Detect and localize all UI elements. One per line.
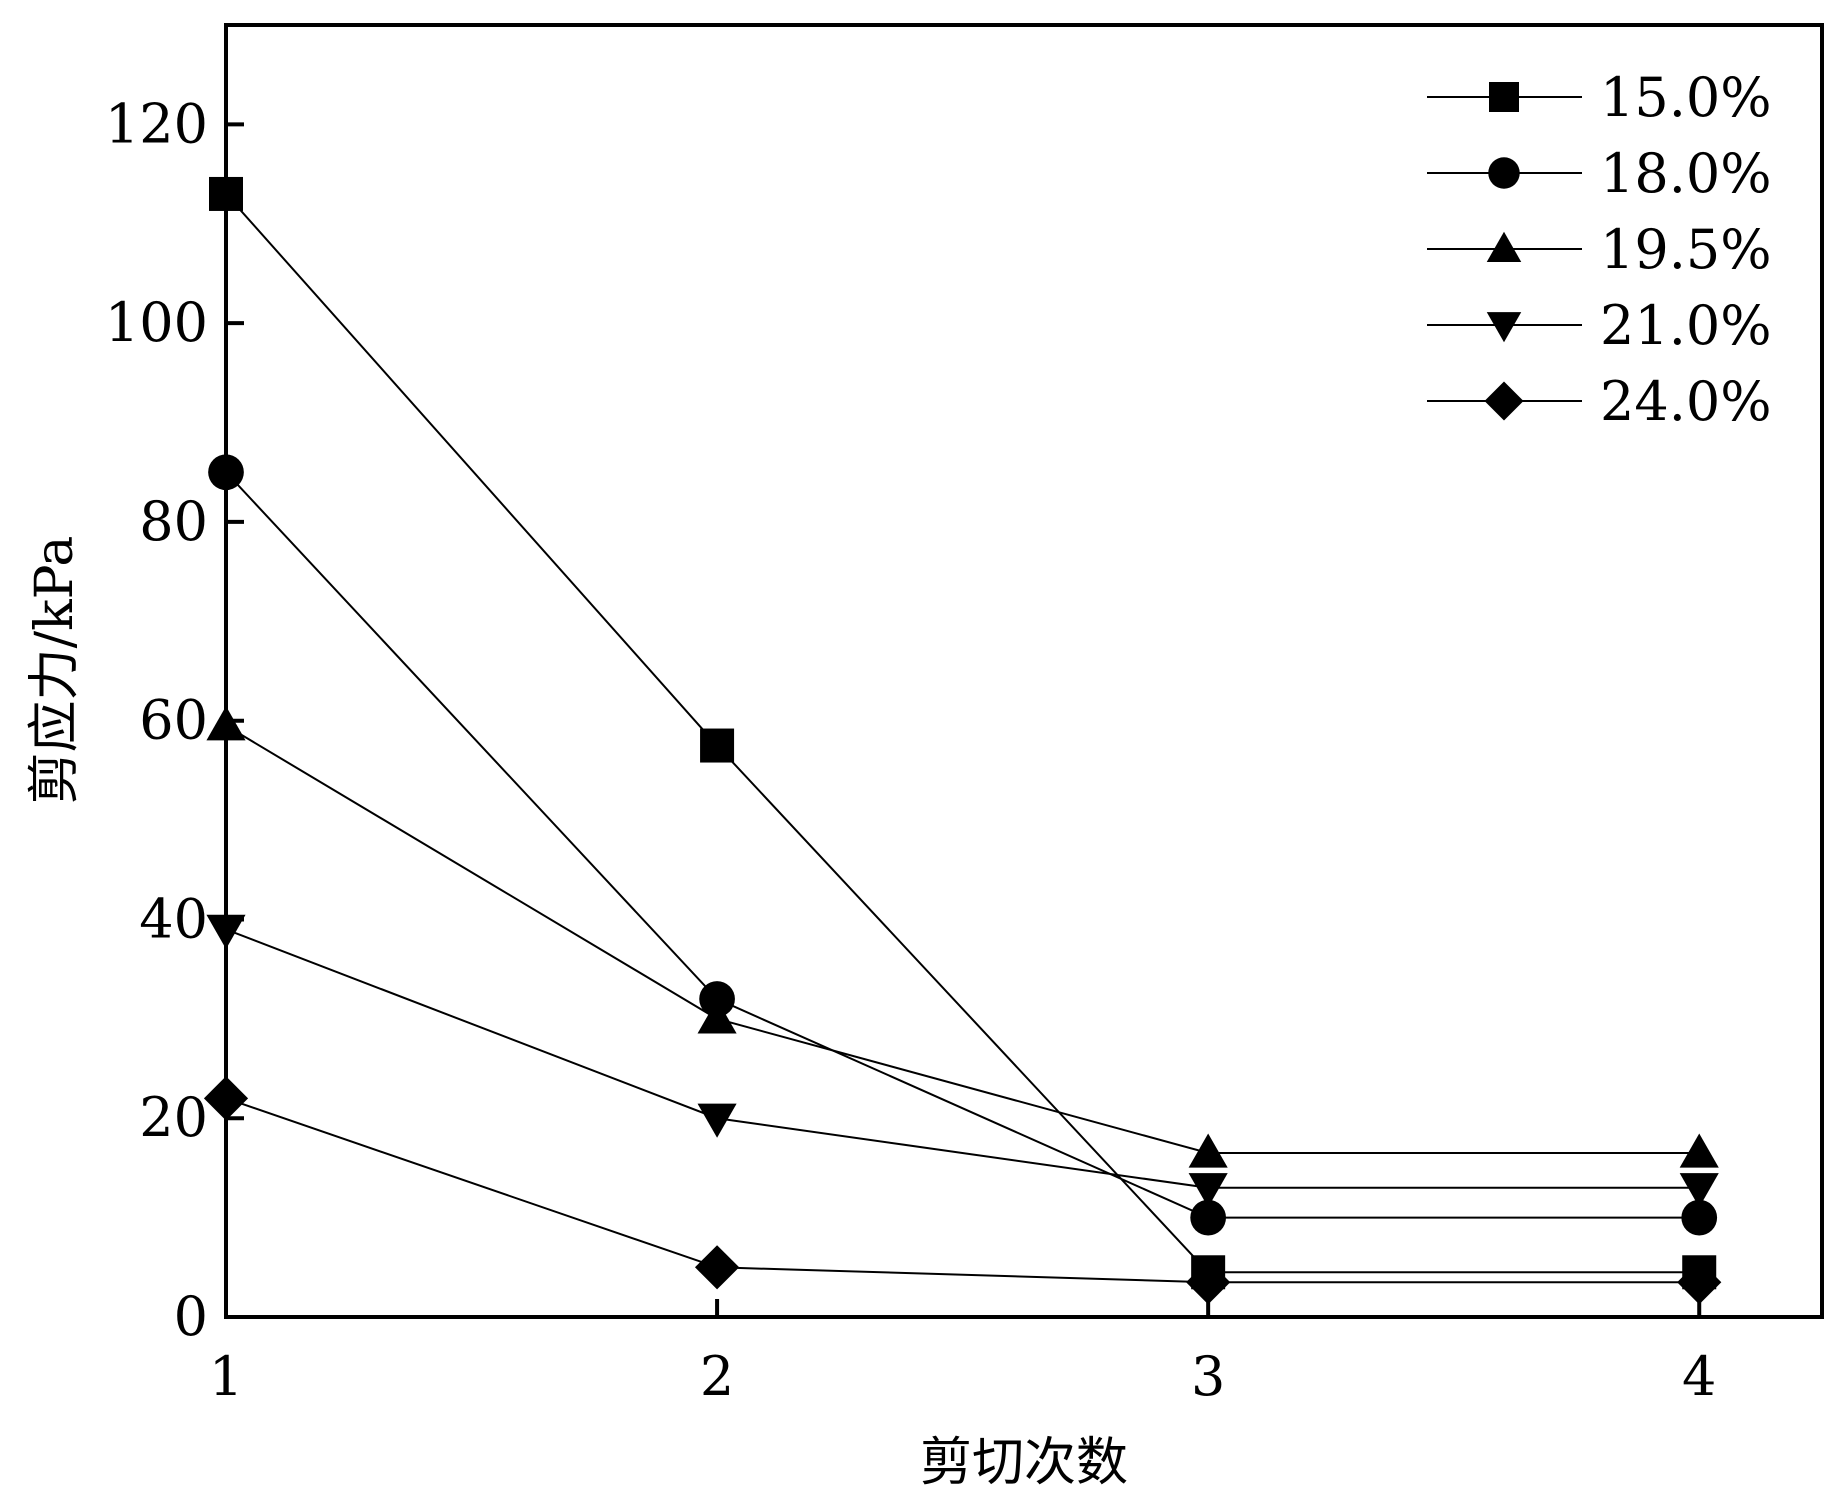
x-tick-label: 2: [700, 1345, 734, 1408]
legend-label: 15.0%: [1600, 66, 1772, 129]
y-tick-label: 120: [105, 92, 208, 155]
legend: 15.0% 18.0% 19.5% 21.0% 24.0%: [1427, 66, 1772, 433]
legend-marker-triangle-down: [1486, 312, 1522, 343]
x-tick-label: 1: [209, 1345, 243, 1408]
data-point-triangle-down: [1188, 1173, 1228, 1208]
y-tick-label: 0: [174, 1285, 208, 1348]
data-point-triangle-down: [206, 914, 246, 949]
series-line-3: [225, 724, 1700, 1155]
y-tick-label: 80: [139, 490, 208, 553]
data-point-circle: [208, 454, 244, 491]
plot-frame: [224, 23, 1824, 1319]
data-point-triangle-down: [1679, 1173, 1719, 1208]
y-tick-label: 40: [139, 887, 208, 950]
legend-marker-triangle-up: [1486, 231, 1522, 262]
legend-marker-diamond: [1484, 381, 1524, 421]
series-line-2: [225, 471, 1700, 1219]
data-point-circle: [699, 981, 735, 1017]
x-tick-label: 3: [1191, 1345, 1225, 1408]
x-axis-ticks: 1 2 3 4: [209, 1299, 1716, 1408]
legend-label: 21.0%: [1600, 294, 1772, 357]
data-point-triangle-up: [697, 999, 737, 1034]
x-axis-title: 剪切次数: [920, 1433, 1128, 1493]
y-tick-label: 20: [139, 1086, 208, 1149]
series-line-1: [225, 193, 1700, 1274]
data-point-diamond: [694, 1245, 740, 1290]
data-point-triangle-up: [206, 706, 246, 741]
legend-marker-square: [1489, 82, 1519, 112]
series-line-4: [225, 928, 1700, 1189]
x-tick-label: 4: [1682, 1345, 1716, 1408]
data-point-triangle-up: [1679, 1133, 1719, 1168]
data-point-circle: [1681, 1199, 1718, 1236]
series-lines: [225, 193, 1700, 1284]
data-point-circle: [1190, 1199, 1227, 1236]
y-tick-label: 100: [105, 291, 208, 354]
data-point-diamond: [1186, 1260, 1231, 1305]
data-point-square: [209, 176, 243, 211]
y-tick-label: 60: [139, 689, 208, 752]
data-point-diamond: [203, 1076, 249, 1121]
series-line-5: [225, 1097, 1700, 1284]
legend-label: 18.0%: [1600, 142, 1772, 205]
legend-label: 19.5%: [1600, 218, 1772, 281]
data-point-triangle-up: [1188, 1133, 1228, 1168]
data-point-triangle-down: [697, 1103, 737, 1138]
data-point-square: [700, 728, 735, 763]
y-axis-ticks: 0 20 40 60 80 100 120: [105, 92, 244, 1348]
data-point-diamond: [1677, 1260, 1722, 1305]
legend-label: 24.0%: [1600, 370, 1772, 433]
series-markers: [203, 176, 1722, 1305]
legend-marker-circle: [1488, 157, 1520, 189]
y-axis-title: 剪应力/kPa: [25, 536, 85, 805]
